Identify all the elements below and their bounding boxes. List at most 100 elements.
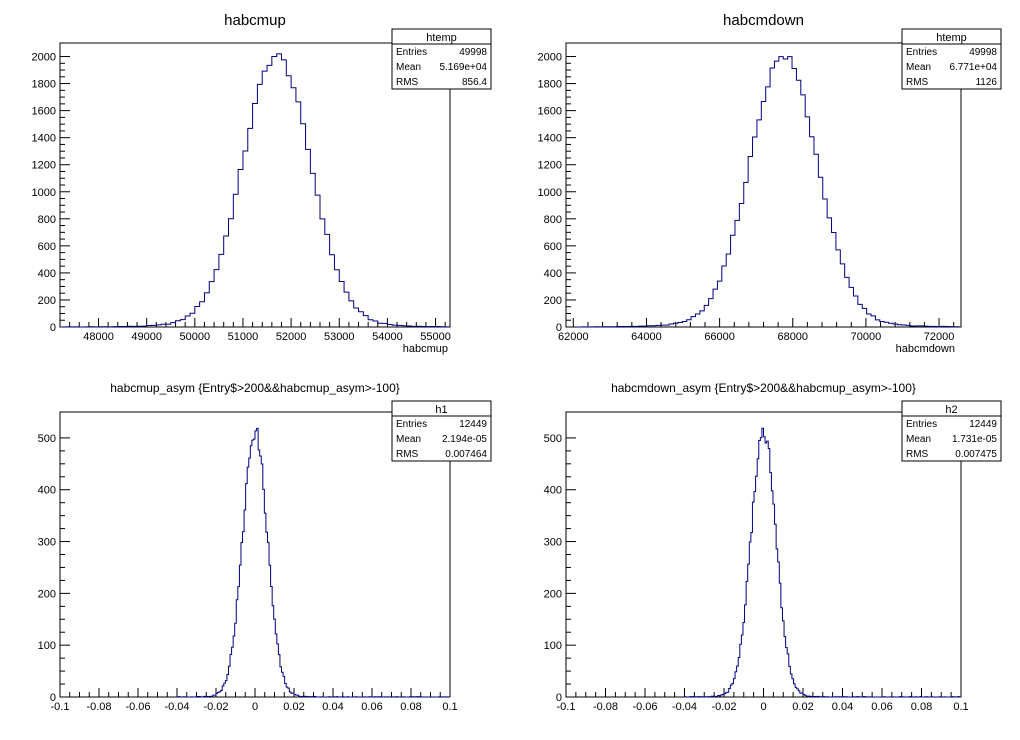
- stats-label: Mean: [906, 434, 931, 445]
- stats-value: 856.4: [462, 77, 487, 88]
- y-tick-label: 0: [50, 322, 56, 334]
- y-tick-label: 200: [544, 295, 562, 307]
- stats-box: htemp Entries 49998 Mean 6.771e+04 RMS 1126: [901, 28, 1002, 90]
- x-tick-label: 51000: [228, 331, 259, 343]
- x-tick-label: 0.02: [283, 701, 304, 713]
- x-tick-label: 55000: [420, 331, 451, 343]
- y-tick-label: 500: [544, 433, 562, 445]
- stats-value: 6.771e+04: [949, 62, 997, 73]
- y-tick-label: 300: [38, 537, 56, 549]
- stats-value: 0.007464: [445, 449, 487, 460]
- y-tick-label: 0: [50, 692, 56, 704]
- y-tick-label: 800: [38, 214, 56, 226]
- x-tick-label: -0.08: [593, 701, 618, 713]
- x-tick-label: 52000: [276, 331, 307, 343]
- stats-label: Entries: [396, 419, 427, 430]
- y-tick-label: 500: [38, 433, 56, 445]
- y-tick-label: 2000: [32, 52, 56, 64]
- x-tick-label: -0.1: [557, 701, 576, 713]
- x-tick-label: 0.06: [871, 701, 892, 713]
- y-tick-label: 200: [38, 588, 56, 600]
- histogram-series: [576, 56, 960, 328]
- x-tick-label: 64000: [631, 331, 662, 343]
- stats-box-title: h1: [435, 404, 447, 416]
- histogram-series: [684, 427, 961, 698]
- y-tick-label: 1400: [32, 133, 56, 145]
- y-tick-label: 300: [544, 537, 562, 549]
- chart-title: habcmdown: [723, 12, 804, 29]
- x-tick-label: 0.04: [832, 701, 853, 713]
- x-tick-label: 0: [760, 701, 766, 713]
- x-tick-label: 0: [252, 701, 258, 713]
- stats-value: 1126: [975, 77, 997, 88]
- y-tick-label: 0: [556, 322, 562, 334]
- histogram-series: [60, 53, 451, 328]
- x-tick-label: 0.02: [792, 701, 813, 713]
- chart-title: habcmup_asym {Entry$>200&&habcmup_asym>-…: [110, 381, 400, 395]
- x-tick-label: 0.1: [953, 701, 968, 713]
- stats-label: RMS: [906, 449, 929, 460]
- stats-value: 49998: [459, 47, 487, 58]
- stats-box-title: htemp: [936, 32, 967, 44]
- y-tick-label: 800: [544, 214, 562, 226]
- y-tick-label: 1200: [32, 160, 56, 172]
- x-tick-label: 48000: [83, 331, 114, 343]
- x-tick-label: -0.04: [164, 701, 189, 713]
- x-tick-label: 49000: [131, 331, 162, 343]
- stats-value: 0.007475: [955, 449, 997, 460]
- y-tick-label: 200: [544, 588, 562, 600]
- y-tick-label: 1000: [538, 187, 562, 199]
- y-tick-label: 1600: [538, 106, 562, 118]
- y-tick-label: 1600: [32, 106, 56, 118]
- x-tick-label: 68000: [777, 331, 808, 343]
- x-tick-label: -0.06: [632, 701, 657, 713]
- x-tick-label: 70000: [851, 331, 882, 343]
- stats-value: 2.194e-05: [442, 434, 487, 445]
- x-tick-label: -0.06: [125, 701, 150, 713]
- y-tick-label: 1000: [32, 187, 56, 199]
- stats-label: Entries: [906, 47, 937, 58]
- x-tick-label: -0.02: [711, 701, 736, 713]
- chart-title: habcmdown_asym {Entry$>200&&habcmup_asym…: [611, 381, 916, 395]
- stats-box-frame: [901, 400, 1002, 462]
- x-tick-label: 0.04: [322, 701, 343, 713]
- x-tick-label: -0.1: [51, 701, 70, 713]
- stats-box-title: htemp: [426, 32, 457, 44]
- x-tick-label: 72000: [924, 331, 955, 343]
- stats-value: 12449: [459, 419, 487, 430]
- histogram-panel-2: habcmdown 0 200 400 600 800 1000 1200 1400 1600 18…: [538, 12, 1002, 355]
- stats-value: 49998: [969, 47, 997, 58]
- y-tick-label: 100: [544, 640, 562, 652]
- x-tick-label: 62000: [558, 331, 589, 343]
- x-tick-label: -0.08: [86, 701, 111, 713]
- stats-value: 1.731e-05: [952, 434, 997, 445]
- stats-label: Mean: [396, 62, 421, 73]
- x-tick-label: 53000: [324, 331, 355, 343]
- stats-box-title: h2: [945, 404, 957, 416]
- histogram-panel-4: habcmdown_asym {Entry$>200&&habcmup_asym…: [544, 381, 1002, 713]
- y-tick-label: 600: [38, 241, 56, 253]
- stats-box-frame: [901, 28, 1002, 90]
- y-tick-label: 0: [556, 692, 562, 704]
- y-tick-label: 2000: [538, 52, 562, 64]
- stats-value: 12449: [969, 419, 997, 430]
- x-tick-label: -0.02: [203, 701, 228, 713]
- y-tick-label: 1800: [538, 79, 562, 91]
- x-tick-label: 0.06: [361, 701, 382, 713]
- histogram-panel-3: habcmup_asym {Entry$>200&&habcmup_asym>-…: [38, 381, 492, 713]
- y-tick-label: 400: [38, 268, 56, 280]
- x-tick-label: 66000: [704, 331, 735, 343]
- stats-value: 5.169e+04: [439, 62, 487, 73]
- x-tick-label: 0.08: [911, 701, 932, 713]
- stats-label: Mean: [396, 434, 421, 445]
- stats-label: Entries: [906, 419, 937, 430]
- y-tick-label: 600: [544, 241, 562, 253]
- x-tick-label: 50000: [180, 331, 211, 343]
- x-axis-label: habcmup: [403, 343, 448, 355]
- stats-box-frame: [391, 400, 492, 462]
- y-tick-label: 1400: [538, 133, 562, 145]
- stats-box: htemp Entries 49998 Mean 5.169e+04 RMS 856.4: [391, 28, 492, 90]
- x-tick-label: -0.04: [672, 701, 697, 713]
- stats-label: RMS: [906, 77, 929, 88]
